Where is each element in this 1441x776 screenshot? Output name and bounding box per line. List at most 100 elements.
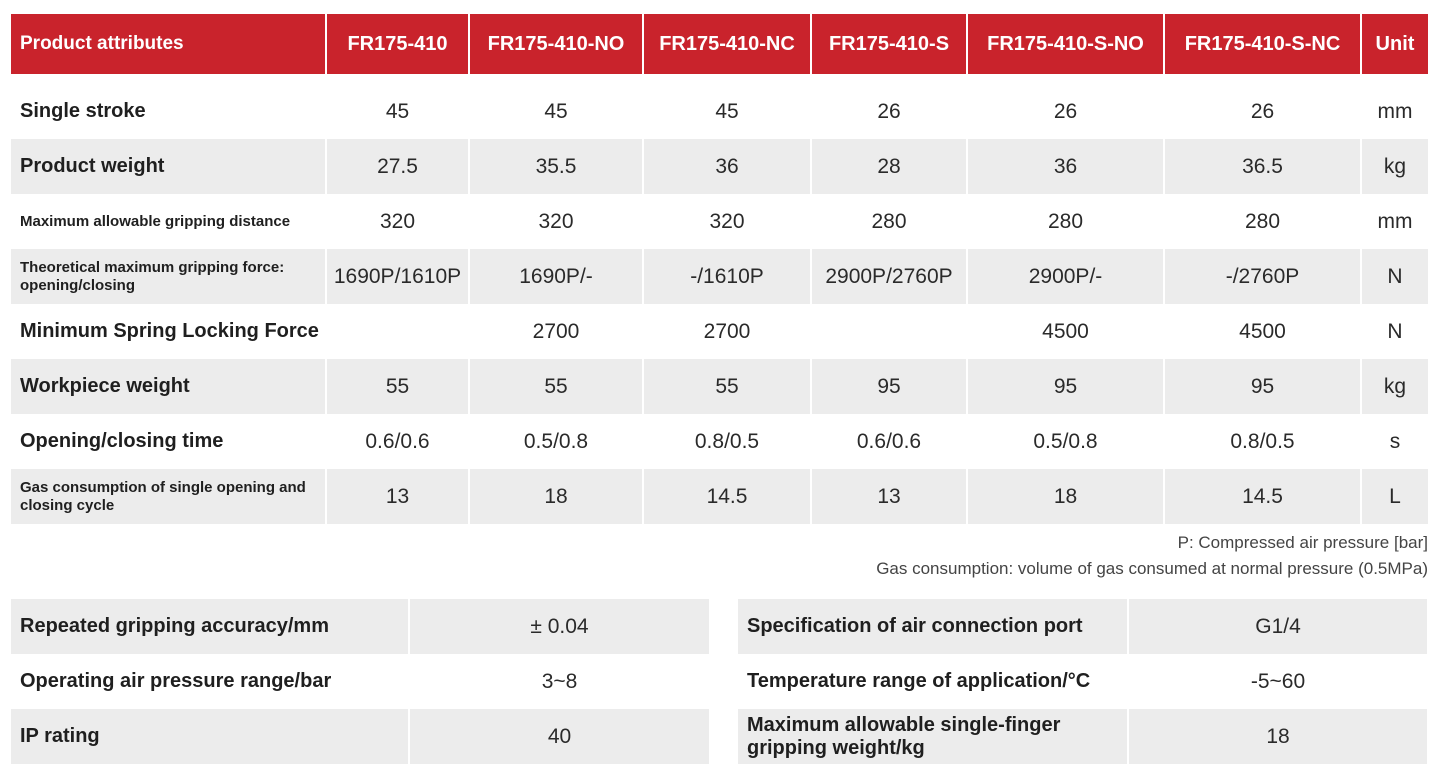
cell: 18 xyxy=(966,469,1163,524)
cell: 28 xyxy=(810,139,966,194)
cell: 26 xyxy=(966,84,1163,139)
unit-cell: N xyxy=(1360,304,1428,359)
unit-cell: L xyxy=(1360,469,1428,524)
cell: 2900P/2760P xyxy=(810,249,966,304)
cell: 95 xyxy=(810,359,966,414)
spec-value: 18 xyxy=(1127,709,1427,764)
row-label: Theoretical maximum gripping force: open… xyxy=(11,249,325,304)
cell: 0.6/0.6 xyxy=(325,414,468,469)
row-label: Gas consumption of single opening and cl… xyxy=(11,469,325,524)
cell: 36.5 xyxy=(1163,139,1360,194)
cell: 26 xyxy=(810,84,966,139)
row-label: Workpiece weight xyxy=(11,359,325,414)
header-model-3: FR175-410-NC xyxy=(642,14,810,74)
cell: 280 xyxy=(966,194,1163,249)
cell: 13 xyxy=(810,469,966,524)
unit-cell: N xyxy=(1360,249,1428,304)
table-row: Temperature range of application/°C -5~6… xyxy=(738,654,1427,709)
header-product-attributes: Product attributes xyxy=(11,14,325,74)
spec-value: G1/4 xyxy=(1127,599,1427,654)
cell: 55 xyxy=(642,359,810,414)
table-row: Workpiece weight 55 55 55 95 95 95 kg xyxy=(11,359,1428,414)
row-label: Minimum Spring Locking Force xyxy=(11,304,325,359)
cell: 4500 xyxy=(1163,304,1360,359)
unit-cell: kg xyxy=(1360,139,1428,194)
cell: 45 xyxy=(642,84,810,139)
cell: 320 xyxy=(642,194,810,249)
cell: 36 xyxy=(642,139,810,194)
right-spec-table: Specification of air connection port G1/… xyxy=(738,599,1427,764)
cell: 1690P/- xyxy=(468,249,642,304)
table-row: Opening/closing time 0.6/0.6 0.5/0.8 0.8… xyxy=(11,414,1428,469)
cell xyxy=(325,304,468,359)
table-row: Single stroke 45 45 45 26 26 26 mm xyxy=(11,84,1428,139)
header-model-6: FR175-410-S-NC xyxy=(1163,14,1360,74)
cell: 95 xyxy=(1163,359,1360,414)
table-header-row: Product attributes FR175-410 FR175-410-N… xyxy=(11,14,1428,74)
note-pressure: P: Compressed air pressure [bar] xyxy=(1177,533,1428,552)
table-row: Product weight 27.5 35.5 36 28 36 36.5 k… xyxy=(11,139,1428,194)
cell: 320 xyxy=(468,194,642,249)
spec-label: Maximum allowable single-finger gripping… xyxy=(738,709,1127,764)
spec-label: Specification of air connection port xyxy=(738,599,1127,654)
cell: 14.5 xyxy=(1163,469,1360,524)
unit-cell: mm xyxy=(1360,194,1428,249)
row-label: Maximum allowable gripping distance xyxy=(11,194,325,249)
table-row: Theoretical maximum gripping force: open… xyxy=(11,249,1428,304)
table-row: Gas consumption of single opening and cl… xyxy=(11,469,1428,524)
cell: 45 xyxy=(468,84,642,139)
cell: 0.8/0.5 xyxy=(642,414,810,469)
table-row: IP rating 40 xyxy=(11,709,709,764)
table-row: Maximum allowable single-finger gripping… xyxy=(738,709,1427,764)
spec-value: 40 xyxy=(408,709,709,764)
table-row: Maximum allowable gripping distance 320 … xyxy=(11,194,1428,249)
row-label: Single stroke xyxy=(11,84,325,139)
cell: 26 xyxy=(1163,84,1360,139)
cell: -/1610P xyxy=(642,249,810,304)
spec-label: Operating air pressure range/bar xyxy=(11,654,408,709)
cell: 45 xyxy=(325,84,468,139)
spec-label: IP rating xyxy=(11,709,408,764)
cell: 280 xyxy=(1163,194,1360,249)
spec-value: -5~60 xyxy=(1127,654,1427,709)
unit-cell: mm xyxy=(1360,84,1428,139)
header-model-1: FR175-410 xyxy=(325,14,468,74)
note-gas-consumption: Gas consumption: volume of gas consumed … xyxy=(876,559,1428,578)
product-spec-table: Product attributes FR175-410 FR175-410-N… xyxy=(11,14,1428,524)
cell: 2900P/- xyxy=(966,249,1163,304)
header-unit: Unit xyxy=(1360,14,1428,74)
cell xyxy=(810,304,966,359)
table-row: Specification of air connection port G1/… xyxy=(738,599,1427,654)
spec-value: 3~8 xyxy=(408,654,709,709)
cell: 0.5/0.8 xyxy=(468,414,642,469)
header-model-5: FR175-410-S-NO xyxy=(966,14,1163,74)
cell: 1690P/1610P xyxy=(325,249,468,304)
cell: 95 xyxy=(966,359,1163,414)
table-row: Minimum Spring Locking Force 2700 2700 4… xyxy=(11,304,1428,359)
cell: 0.6/0.6 xyxy=(810,414,966,469)
cell: 14.5 xyxy=(642,469,810,524)
cell: 2700 xyxy=(642,304,810,359)
cell: 27.5 xyxy=(325,139,468,194)
cell: 36 xyxy=(966,139,1163,194)
cell: 0.8/0.5 xyxy=(1163,414,1360,469)
row-label: Product weight xyxy=(11,139,325,194)
cell: 55 xyxy=(325,359,468,414)
cell: 35.5 xyxy=(468,139,642,194)
cell: 13 xyxy=(325,469,468,524)
unit-cell: kg xyxy=(1360,359,1428,414)
cell: 4500 xyxy=(966,304,1163,359)
cell: 55 xyxy=(468,359,642,414)
header-model-4: FR175-410-S xyxy=(810,14,966,74)
cell: 2700 xyxy=(468,304,642,359)
cell: 280 xyxy=(810,194,966,249)
table-row: Operating air pressure range/bar 3~8 xyxy=(11,654,709,709)
cell: 320 xyxy=(325,194,468,249)
spec-value: ± 0.04 xyxy=(408,599,709,654)
unit-cell: s xyxy=(1360,414,1428,469)
spec-label: Temperature range of application/°C xyxy=(738,654,1127,709)
cell: 0.5/0.8 xyxy=(966,414,1163,469)
left-spec-table: Repeated gripping accuracy/mm ± 0.04 Ope… xyxy=(11,599,709,764)
header-model-2: FR175-410-NO xyxy=(468,14,642,74)
row-label: Opening/closing time xyxy=(11,414,325,469)
